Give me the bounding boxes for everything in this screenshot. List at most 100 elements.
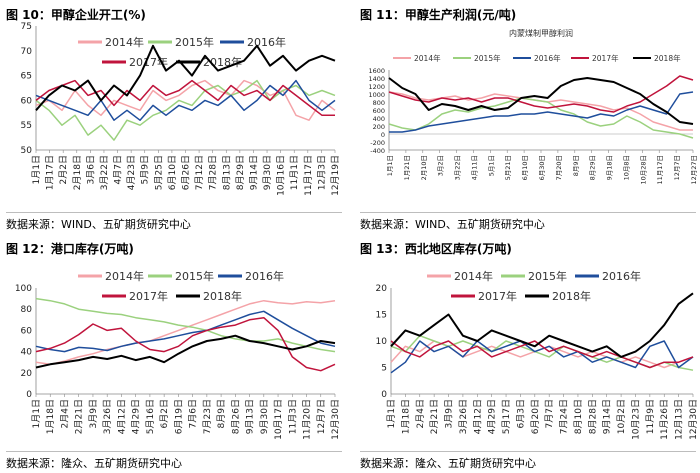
x-tick-label: 6月2日 (159, 399, 170, 428)
x-tick-label: 3月22日 (99, 155, 110, 190)
x-tick-label: 1月17日 (45, 155, 56, 190)
legend-label-2014: 2014年 (105, 35, 144, 49)
x-tick-label: 5月1日 (487, 155, 495, 176)
series-line-2018 (35, 44, 336, 111)
series-line-2017 (35, 79, 335, 117)
x-tick-label: 9月13日 (245, 399, 256, 434)
x-tick-label: 6月26日 (181, 155, 192, 190)
x-tick-label: 11月17日 (303, 155, 314, 196)
y-tick-label: 5 (381, 364, 387, 374)
x-tick-label: 1月1日 (386, 399, 397, 428)
x-tick-label: 9月18日 (606, 155, 614, 180)
x-tick-label: 10月2日 (616, 399, 627, 434)
x-tick-label: 8月28日 (587, 399, 598, 434)
series-line-2014 (35, 79, 336, 121)
y-tick-label: -200 (370, 139, 385, 147)
series-line-2014 (35, 299, 336, 366)
x-tick-label: 2月18日 (72, 155, 83, 190)
x-tick-label: 2月21日 (74, 399, 85, 434)
x-tick-label: 3月26日 (102, 399, 113, 434)
series-line-2016 (390, 340, 694, 374)
series-line-2018 (35, 334, 336, 369)
x-tick-label: 12月3日 (316, 155, 327, 190)
y-tick-label: 400 (373, 115, 385, 123)
legend-label-2014: 2014年 (414, 53, 441, 63)
y-tick-label: 60 (21, 326, 33, 336)
chart3-divider (6, 451, 342, 452)
x-tick-label: 10月17日 (273, 399, 284, 440)
chart3-title: 图 12：港口库存(万吨) (6, 242, 134, 256)
x-tick-label: 3月2日 (437, 155, 445, 176)
y-tick-label: 200 (373, 123, 385, 131)
y-tick-label: 100 (15, 284, 32, 294)
x-tick-label: 8月9日 (216, 399, 227, 428)
x-tick-label: 6月19日 (173, 399, 184, 434)
x-tick-label: 10月8日 (622, 155, 630, 180)
series-line-2018 (388, 77, 694, 125)
series-line-2016 (389, 91, 694, 133)
x-tick-label: 8月29日 (235, 155, 246, 190)
x-tick-label: 12月7日 (316, 399, 327, 434)
legend-label-2018: 2018年 (203, 55, 242, 69)
x-tick-label: 2月4日 (59, 399, 70, 428)
x-tick-label: 9月30日 (259, 399, 270, 434)
x-tick-label: 12月30日 (330, 399, 341, 440)
legend-label-2016: 2016年 (534, 53, 561, 63)
series-line-2015 (35, 297, 336, 353)
x-tick-label: 5月25日 (153, 155, 164, 190)
x-tick-label: 11月9日 (645, 399, 656, 434)
x-tick-label: 2月21日 (429, 399, 440, 434)
legend-label-2014: 2014年 (105, 269, 144, 283)
chart4-divider (360, 451, 696, 452)
y-tick-label: -400 (370, 147, 385, 155)
x-tick-label: 8月26日 (230, 399, 241, 434)
y-tick-label: 65 (21, 72, 32, 82)
x-tick-label: 3月9日 (444, 399, 455, 428)
legend-label-2017: 2017年 (592, 53, 619, 63)
x-tick-label: 10月23日 (630, 399, 641, 440)
x-tick-label: 2月4日 (415, 399, 426, 428)
x-tick-label: 3月26日 (458, 399, 469, 434)
y-tick-label: 60 (21, 96, 33, 106)
x-tick-label: 5月17日 (501, 399, 512, 434)
chart1-divider (6, 212, 342, 213)
series-line-2016 (35, 310, 336, 353)
legend-label-2015: 2015年 (474, 53, 501, 63)
series-line-2015 (388, 97, 694, 139)
y-tick-label: 55 (21, 121, 32, 131)
x-tick-label: 7月28日 (208, 155, 219, 190)
y-tick-label: 0 (381, 390, 387, 400)
chart2-divider (360, 212, 696, 213)
x-tick-label: 7月12日 (194, 155, 205, 190)
y-tick-label: 1400 (368, 75, 385, 83)
x-tick-label: 12月19日 (330, 155, 341, 196)
x-tick-label: 9月14日 (248, 155, 259, 190)
x-tick-label: 7月7日 (544, 399, 555, 428)
y-tick-label: 600 (373, 107, 385, 115)
x-tick-label: 8月10日 (573, 399, 584, 434)
legend-label-2018: 2018年 (203, 289, 242, 303)
series-line-2017 (390, 340, 694, 369)
x-tick-label: 4月12日 (472, 399, 483, 434)
x-tick-label: 4月29日 (131, 399, 142, 434)
chart2-production-profit: 内蒙煤制甲醇利润 2014年 2015年 2016年 2017年 2018年 -400-20… (368, 28, 698, 185)
y-tick-label: 75 (21, 22, 32, 32)
x-tick-label: 10月16日 (276, 155, 287, 196)
x-tick-label: 9月30日 (262, 155, 273, 190)
x-tick-label: 5月21日 (504, 155, 512, 180)
series-line-2015 (35, 79, 336, 141)
y-tick-label: 800 (373, 99, 385, 107)
x-tick-label: 7月24日 (559, 399, 570, 434)
x-tick-label: 12月27日 (690, 155, 698, 185)
x-tick-label: 4月7日 (113, 155, 124, 184)
x-tick-label: 11月3日 (287, 399, 298, 434)
x-tick-label: 9月14日 (602, 399, 613, 434)
chart1-source: 数据来源：WIND、五矿期货研究中心 (6, 218, 191, 231)
x-tick-label: 3月6日 (85, 155, 96, 184)
legend-label-2015: 2015年 (175, 269, 214, 283)
y-tick-label: 40 (21, 348, 33, 358)
x-tick-label: 3月22日 (454, 155, 462, 180)
legend-label-2015: 2015年 (175, 35, 214, 49)
x-tick-label: 7月20日 (555, 155, 563, 180)
chart-subtitle: 内蒙煤制甲醇利润 (509, 28, 573, 38)
